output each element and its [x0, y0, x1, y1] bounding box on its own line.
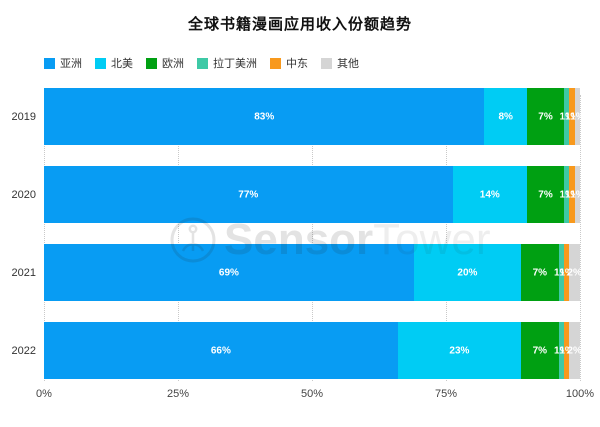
bar-track: 66% 23% 7% 1% 1% 2% — [44, 322, 582, 379]
bar-segment-中东: 1% — [559, 244, 574, 301]
bar-value-label: 7% — [538, 189, 553, 200]
x-axis-tick-label: 50% — [300, 388, 324, 400]
category-label: 2021 — [11, 266, 36, 279]
bar-segment-中东: 1% — [565, 166, 579, 223]
bar-row-2020: 2020 77% 14% 7% 1% 1% 1% — [0, 166, 600, 223]
bar-segment-亚洲: 66% — [44, 322, 398, 379]
bar-value-label: 1% — [570, 111, 585, 122]
bar-segment-欧洲: 7% — [526, 166, 565, 223]
bar-value-label: 2% — [567, 345, 582, 356]
bar-segment-拉丁美洲: 1% — [554, 322, 568, 379]
bar-segment-拉丁美洲: 1% — [560, 166, 574, 223]
x-axis-tick-label: 100% — [565, 388, 595, 400]
legend-label: 拉丁美洲 — [213, 58, 257, 70]
legend-label: 其他 — [337, 58, 359, 70]
bar-segment-亚洲: 83% — [44, 88, 485, 145]
chart-area: 2019 83% 8% 7% 1% 1% 1% 2020 77% 14% 7% 1% 1% 1% 2021 6… — [0, 88, 600, 405]
bar-value-label: 8% — [498, 111, 513, 122]
legend-swatch-icon — [321, 57, 332, 69]
legend-swatch-icon — [95, 57, 106, 69]
legend-item-3: 拉丁美洲 — [197, 55, 257, 71]
bar-segment-北美: 20% — [413, 244, 522, 301]
bar-segment-其他: 2% — [567, 322, 582, 379]
legend-swatch-icon — [197, 57, 208, 69]
bar-row-2019: 2019 83% 8% 7% 1% 1% 1% — [0, 88, 600, 145]
bar-value-label: 20% — [457, 267, 478, 278]
category-label: 2020 — [11, 188, 36, 201]
bar-value-label: 23% — [449, 345, 470, 356]
legend-label: 北美 — [111, 58, 133, 70]
bar-value-label: 7% — [532, 345, 548, 356]
bar-value-label: 83% — [254, 111, 275, 122]
x-axis-tick-label: 0% — [36, 388, 52, 400]
bar-value-label: 1% — [559, 111, 574, 122]
category-label: 2022 — [11, 344, 36, 357]
legend-item-5: 其他 — [321, 55, 359, 71]
legend-label: 亚洲 — [60, 58, 82, 70]
bar-segment-拉丁美洲: 1% — [554, 244, 568, 301]
x-axis-tick-label: 75% — [434, 388, 458, 400]
legend-item-0: 亚洲 — [44, 55, 82, 71]
bar-value-label: 1% — [564, 189, 580, 200]
bar-segment-北美: 8% — [484, 88, 527, 145]
bar-value-label: 66% — [210, 345, 231, 356]
bar-value-label: 77% — [238, 189, 259, 200]
legend-swatch-icon — [44, 57, 55, 69]
bar-segment-欧洲: 7% — [526, 88, 565, 145]
bar-value-label: 1% — [559, 189, 574, 200]
bar-value-label: 1% — [554, 267, 569, 278]
bar-segment-中东: 1% — [559, 322, 574, 379]
bar-segment-拉丁美洲: 1% — [560, 88, 574, 145]
bar-segment-中东: 1% — [565, 88, 579, 145]
bar-track: 83% 8% 7% 1% 1% 1% — [44, 88, 585, 145]
legend-label: 欧洲 — [162, 58, 184, 70]
bar-value-label: 7% — [532, 267, 548, 278]
page-title: 全球书籍漫画应用收入份额趋势 — [187, 16, 412, 33]
x-axis-tick-label: 25% — [166, 388, 190, 400]
bar-segment-其他: 1% — [570, 88, 585, 145]
legend-item-4: 中东 — [270, 55, 308, 71]
bar-segment-其他: 2% — [567, 244, 582, 301]
bar-value-label: 1% — [570, 189, 585, 200]
bar-segment-北美: 14% — [452, 166, 527, 223]
bar-rows: 2019 83% 8% 7% 1% 1% 1% 2020 77% 14% 7% 1% 1% 1% 2021 6… — [0, 88, 600, 379]
bar-segment-欧洲: 7% — [521, 244, 559, 301]
bar-value-label: 2% — [567, 267, 582, 278]
legend-item-1: 北美 — [95, 55, 133, 71]
bar-track: 77% 14% 7% 1% 1% 1% — [44, 166, 585, 223]
bar-value-label: 7% — [538, 111, 553, 122]
legend: 亚洲 北美 欧洲 拉丁美洲 中东 其他 — [44, 55, 600, 71]
bar-value-label: 1% — [559, 345, 574, 356]
legend-swatch-icon — [270, 57, 281, 69]
bar-segment-其他: 1% — [570, 166, 585, 223]
bar-row-2021: 2021 69% 20% 7% 1% 1% 2% — [0, 244, 600, 301]
bar-track: 69% 20% 7% 1% 1% 2% — [44, 244, 582, 301]
bar-segment-亚洲: 77% — [44, 166, 453, 223]
bar-value-label: 1% — [564, 111, 580, 122]
bar-value-label: 69% — [218, 267, 239, 278]
bar-segment-北美: 23% — [397, 322, 522, 379]
x-axis: 0% 25% 50% 75% 100% — [36, 379, 594, 405]
bar-value-label: 14% — [479, 189, 500, 200]
legend-item-2: 欧洲 — [146, 55, 184, 71]
bar-row-2022: 2022 66% 23% 7% 1% 1% 2% — [0, 322, 600, 379]
legend-swatch-icon — [146, 57, 157, 69]
bar-value-label: 1% — [554, 345, 569, 356]
bar-segment-欧洲: 7% — [521, 322, 559, 379]
legend-label: 中东 — [286, 58, 308, 70]
bar-segment-亚洲: 69% — [44, 244, 414, 301]
category-label: 2019 — [11, 110, 36, 123]
bar-value-label: 1% — [559, 267, 574, 278]
